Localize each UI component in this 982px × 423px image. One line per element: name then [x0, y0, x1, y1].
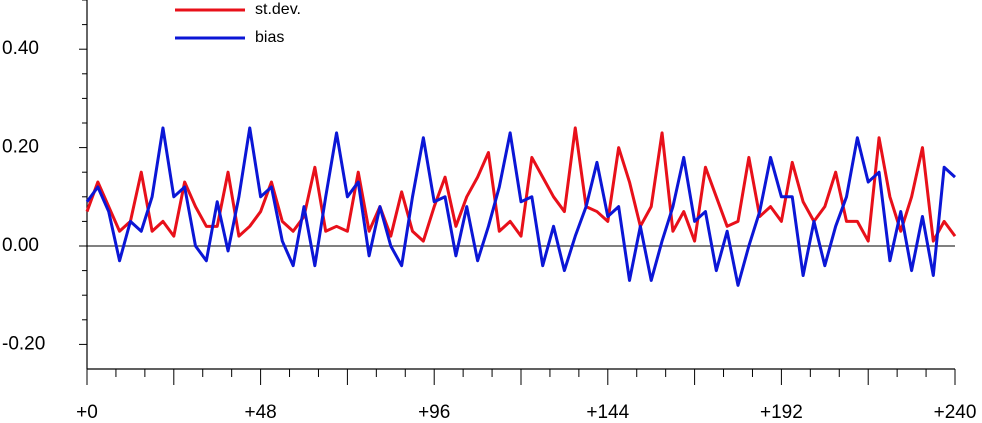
y-tick-label: 0.20 [2, 137, 39, 158]
series-line [85, 126, 957, 243]
legend-label: bias [255, 29, 284, 46]
series-line [85, 126, 957, 287]
y-tick-label: 0.00 [2, 235, 39, 256]
x-tick-label: +192 [760, 402, 803, 423]
legend-label: st.dev. [255, 1, 301, 18]
y-tick-label: -0.20 [2, 333, 45, 354]
y-tick-label: 0.40 [2, 38, 39, 59]
x-tick-label: +96 [418, 402, 450, 423]
x-tick-label: +48 [244, 402, 276, 423]
x-tick-label: +240 [934, 402, 977, 423]
x-tick-label: +0 [76, 402, 98, 423]
x-tick-label: +144 [586, 402, 629, 423]
